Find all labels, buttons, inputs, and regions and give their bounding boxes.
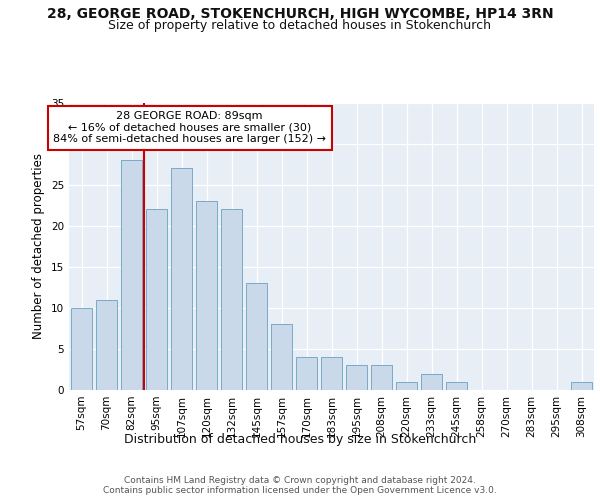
Bar — [421, 374, 442, 390]
Text: 28, GEORGE ROAD, STOKENCHURCH, HIGH WYCOMBE, HP14 3RN: 28, GEORGE ROAD, STOKENCHURCH, HIGH WYCO… — [47, 8, 553, 22]
Bar — [296, 357, 317, 390]
Text: Size of property relative to detached houses in Stokenchurch: Size of property relative to detached ho… — [109, 19, 491, 32]
Text: Distribution of detached houses by size in Stokenchurch: Distribution of detached houses by size … — [124, 432, 476, 446]
Bar — [246, 283, 267, 390]
Text: Contains HM Land Registry data © Crown copyright and database right 2024.
Contai: Contains HM Land Registry data © Crown c… — [103, 476, 497, 495]
Bar — [571, 382, 592, 390]
Bar — [446, 382, 467, 390]
Bar — [96, 300, 117, 390]
Y-axis label: Number of detached properties: Number of detached properties — [32, 153, 46, 340]
Bar — [171, 168, 192, 390]
Bar — [121, 160, 142, 390]
Bar — [146, 210, 167, 390]
Bar — [346, 366, 367, 390]
Bar — [321, 357, 342, 390]
Text: 28 GEORGE ROAD: 89sqm
← 16% of detached houses are smaller (30)
84% of semi-deta: 28 GEORGE ROAD: 89sqm ← 16% of detached … — [53, 111, 326, 144]
Bar — [221, 210, 242, 390]
Bar — [271, 324, 292, 390]
Bar — [396, 382, 417, 390]
Bar — [196, 201, 217, 390]
Bar — [71, 308, 92, 390]
Bar — [371, 366, 392, 390]
